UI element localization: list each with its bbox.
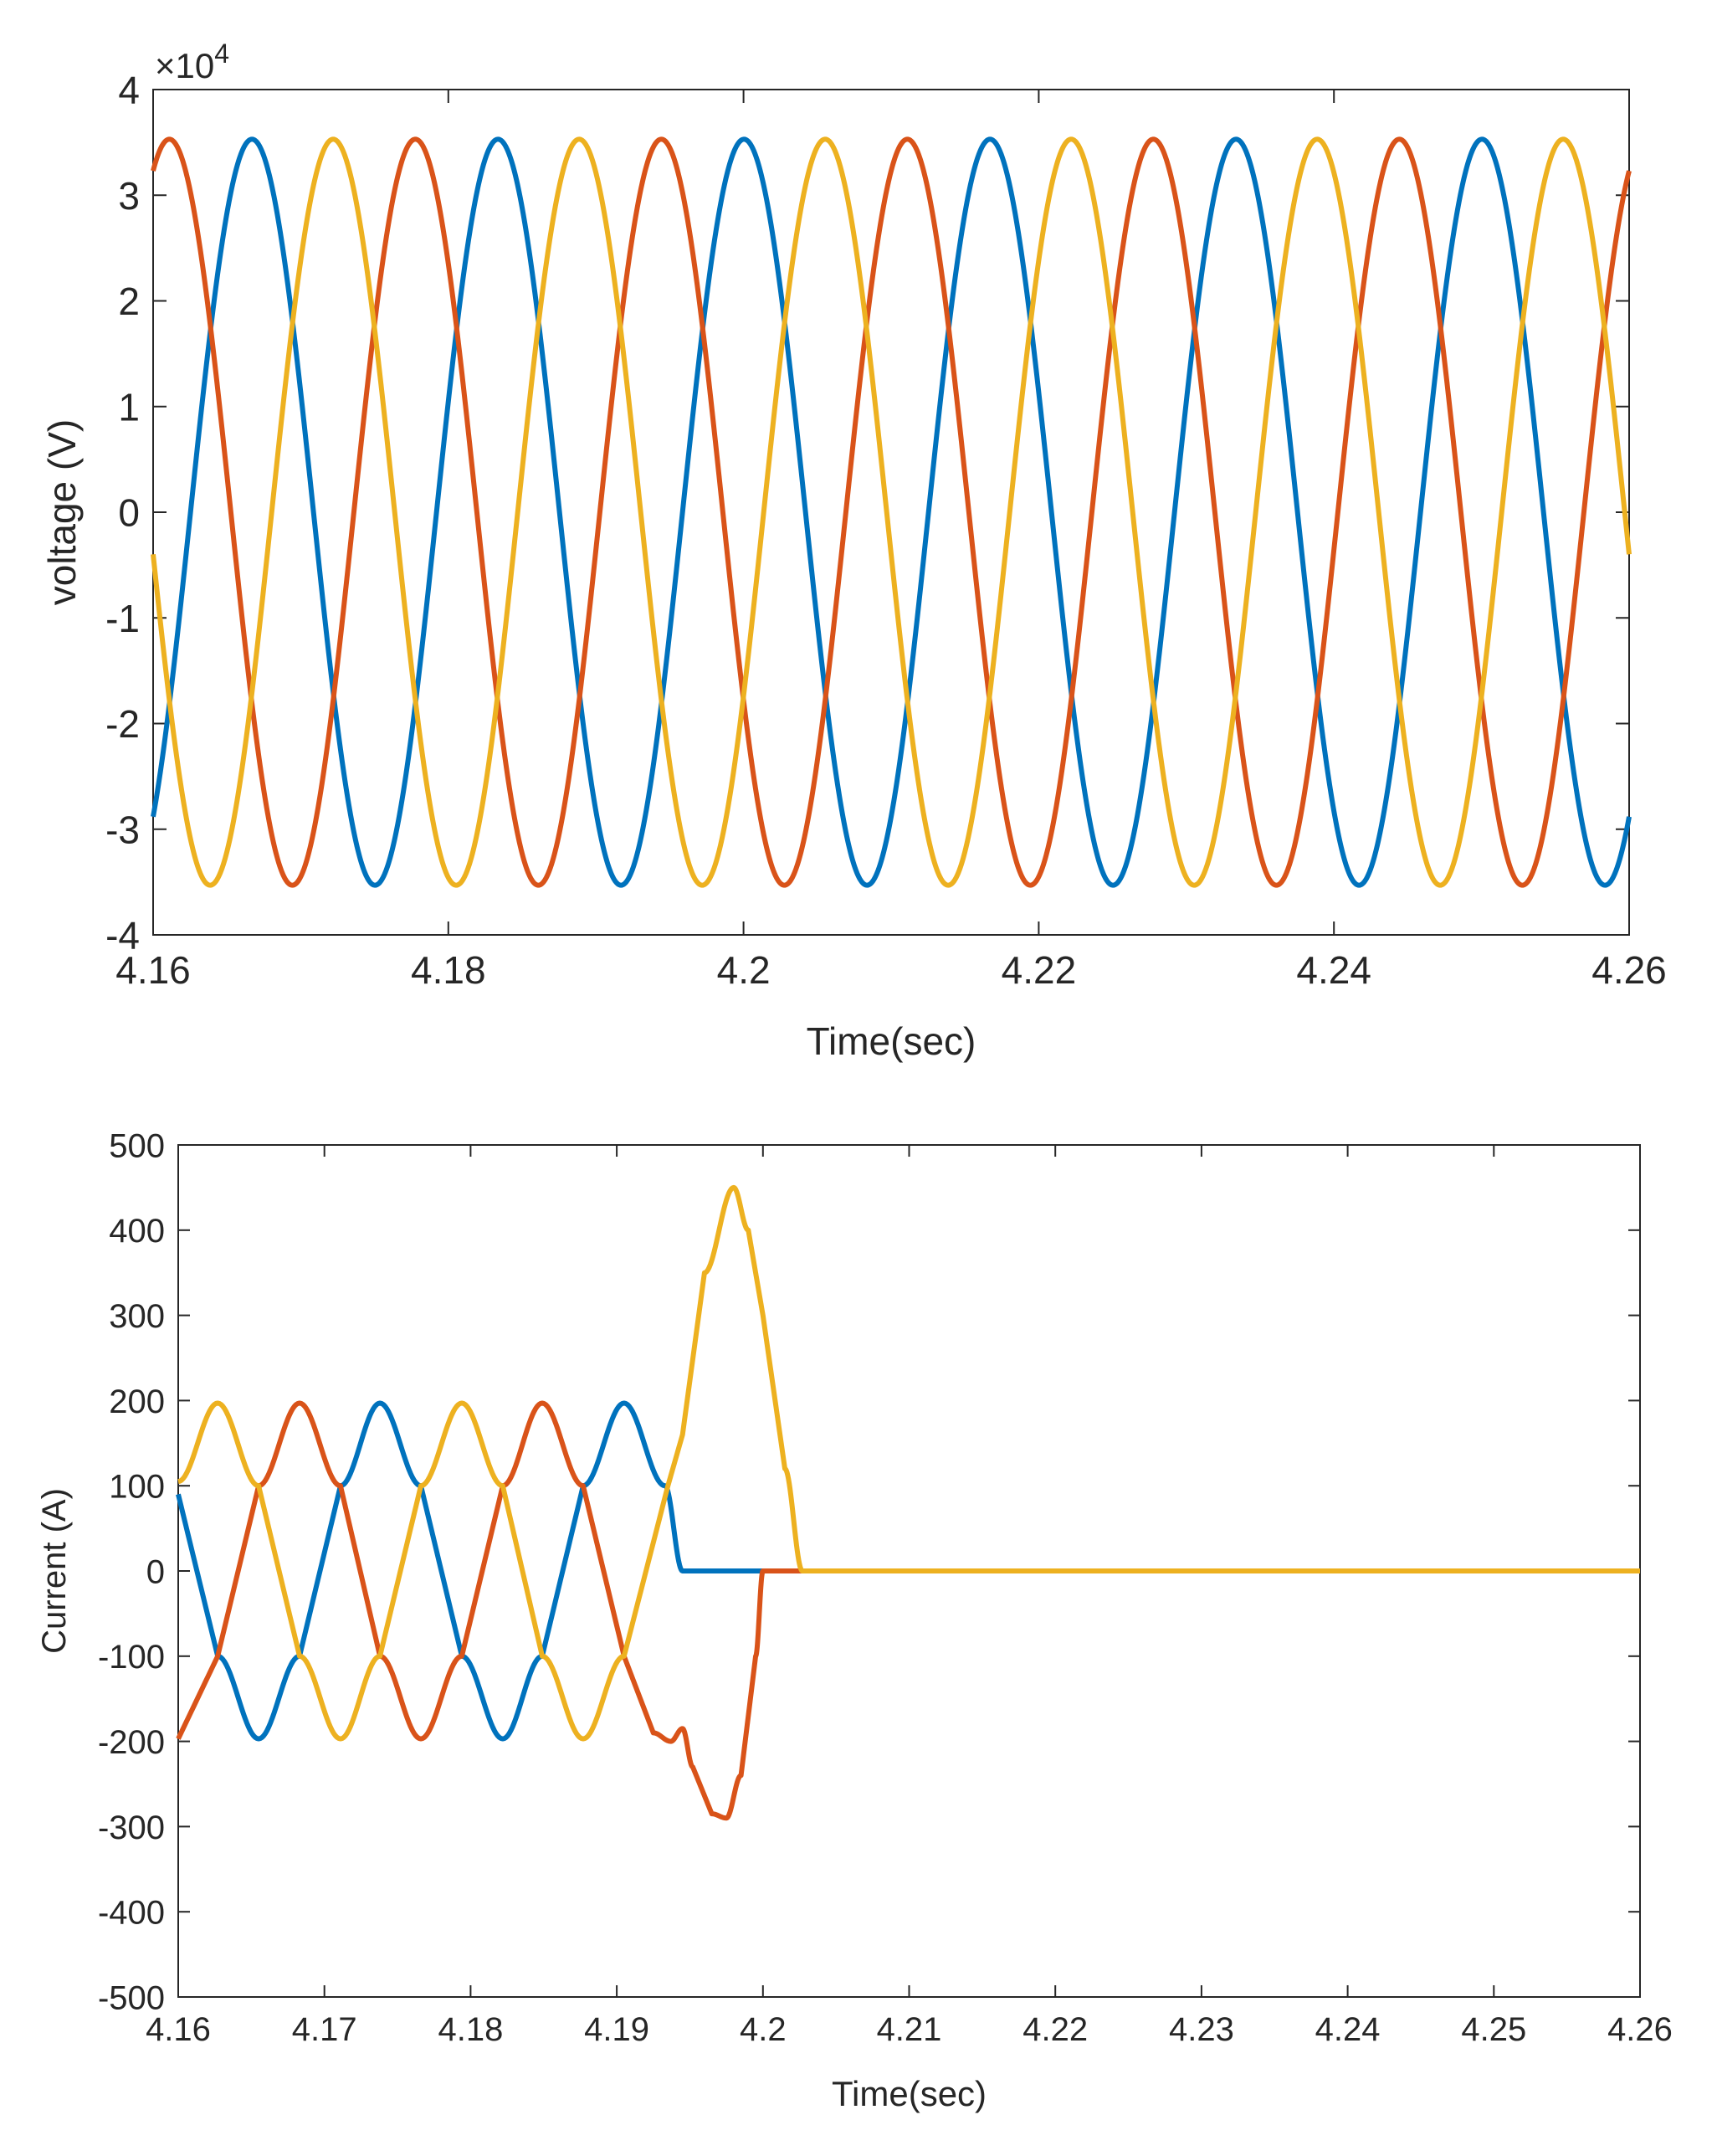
current-x-tick-label: 4.26: [1607, 2011, 1673, 2048]
voltage-y-exponent-label: ×104: [155, 38, 229, 85]
current-x-tick-label: 4.16: [146, 2011, 211, 2048]
voltage-y-tick-label: 3: [118, 174, 140, 218]
voltage-chart: 4.16 4.18 4.2 4.22 4.24 4.26 -4 -3 -2 -1 0 1 2 3 4 Tim…: [40, 38, 1667, 1063]
current-chart: 4.16 4.17 4.18 4.19 4.2 4.21 4.22 4.23 4.24 4.25 4…: [36, 1127, 1673, 2113]
current-x-tick-label: 4.2: [740, 2011, 787, 2048]
current-x-tick-label: 4.25: [1461, 2011, 1526, 2048]
voltage-x-axis-title: Time(sec): [807, 1019, 976, 1063]
voltage-y-tick-label: 0: [118, 491, 140, 535]
current-y-tick-label: -500: [98, 1979, 165, 2016]
voltage-x-tick-label: 4.16: [115, 948, 191, 992]
current-y-tick-label: 100: [109, 1469, 165, 1506]
current-x-tick-label: 4.18: [438, 2011, 503, 2048]
current-y-tick-label: -300: [98, 1810, 165, 1846]
current-y-tick-label: -200: [98, 1724, 165, 1761]
voltage-y-tick-label: 2: [118, 280, 140, 323]
current-x-axis-title: Time(sec): [832, 2074, 987, 2113]
current-x-tick-label: 4.17: [292, 2011, 357, 2048]
current-series-line-3: [177, 1184, 1640, 1742]
current-x-tick-label: 4.23: [1169, 2011, 1234, 2048]
voltage-series-line-3: [151, 136, 1632, 888]
current-y-tick-label: 200: [109, 1383, 165, 1420]
voltage-y-axis-title: voltage (V): [40, 419, 84, 605]
current-y-tick-label: 500: [109, 1127, 165, 1164]
voltage-x-tick-label: 4.2: [717, 948, 771, 992]
voltage-y-tick-label: 4: [118, 69, 140, 112]
current-x-tick-label: 4.22: [1023, 2011, 1088, 2048]
current-series-line-1: [176, 1400, 1640, 1742]
current-ticks: 4.16 4.17 4.18 4.19 4.2 4.21 4.22 4.23 4.24 4.25 4…: [98, 1127, 1673, 2048]
current-x-tick-label: 4.24: [1315, 2011, 1381, 2048]
current-y-tick-label: -400: [98, 1895, 165, 1932]
current-y-tick-label: -100: [98, 1639, 165, 1676]
current-y-axis-title: Current (A): [36, 1488, 73, 1654]
current-x-tick-label: 4.21: [877, 2011, 942, 2048]
voltage-x-tick-label: 4.24: [1296, 948, 1371, 992]
voltage-x-tick-label: 4.18: [411, 948, 486, 992]
voltage-series-line-1: [151, 136, 1632, 888]
voltage-series-line-2: [151, 136, 1632, 888]
voltage-y-tick-label: 1: [118, 385, 140, 429]
voltage-ticks: 4.16 4.18 4.2 4.22 4.24 4.26 -4 -3 -2 -1 0 1 2 3 4: [105, 69, 1667, 992]
current-y-tick-label: 0: [146, 1553, 165, 1590]
voltage-x-tick-label: 4.22: [1002, 948, 1077, 992]
exponent-base: ×10: [155, 46, 214, 85]
voltage-y-tick-label: -3: [105, 808, 140, 851]
current-y-tick-label: 400: [109, 1213, 165, 1250]
voltage-y-tick-label: -2: [105, 702, 140, 746]
voltage-plot-frame: [152, 89, 1630, 936]
current-series-group: [176, 1184, 1640, 1821]
current-y-tick-label: 300: [109, 1298, 165, 1335]
voltage-x-tick-label: 4.26: [1591, 948, 1667, 992]
voltage-y-tick-label: -1: [105, 597, 140, 640]
voltage-y-tick-label: -4: [105, 914, 140, 957]
exponent-power: 4: [214, 38, 229, 69]
voltage-series-group: [151, 136, 1632, 888]
current-x-tick-label: 4.19: [584, 2011, 649, 2048]
